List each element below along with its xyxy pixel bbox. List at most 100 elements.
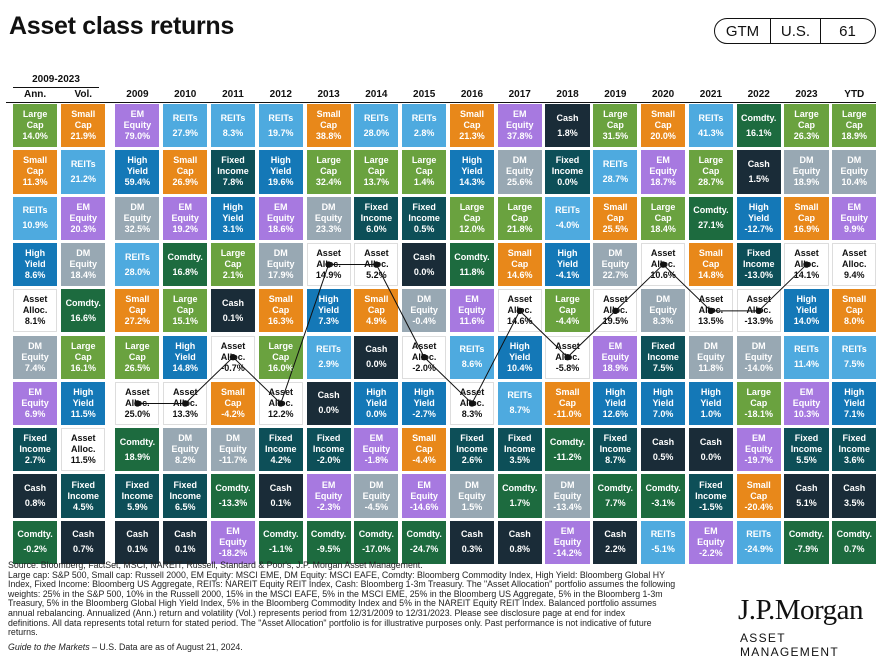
- cell-label: Small Cap: [316, 109, 341, 131]
- cell-small-cap: Small Cap 25.5%: [593, 196, 638, 240]
- cell-label: Cash: [269, 483, 292, 494]
- cell-value: 18.7%: [650, 177, 676, 188]
- cell-value: 0.5%: [652, 451, 674, 462]
- cell-value: 18.4%: [70, 270, 96, 281]
- cell-value: 17.9%: [268, 270, 294, 281]
- cell-large-cap: Large Cap 1.4%: [402, 150, 447, 194]
- column-header-2021: 2021: [699, 89, 723, 100]
- cell-label: DM Equity: [267, 248, 295, 270]
- cell-label: Large Cap: [70, 340, 96, 362]
- cell-large-cap: Large Cap 13.7%: [354, 150, 399, 194]
- cell-value: -4.4%: [555, 316, 580, 327]
- cell-reits: REITs -4.0%: [545, 196, 590, 240]
- cell-label: DM Equity: [69, 248, 97, 270]
- cell-dm-equity: DM Equity -4.5%: [354, 474, 399, 518]
- column-header-2009: 2009: [126, 89, 149, 100]
- cell-label: Large Cap: [842, 109, 867, 131]
- cell-asset-alloc: Asset Alloc. 10.6%: [641, 242, 686, 287]
- cell-label: Fixed Income: [408, 201, 440, 223]
- cell-label: Comdty.: [741, 112, 777, 123]
- cell-em-equity: EM Equity 9.9%: [832, 196, 877, 240]
- note-line: Index, Fixed Income: Bloomberg US Aggreg…: [8, 579, 676, 590]
- cell-value: 14.6%: [506, 270, 533, 281]
- cell-em-equity: EM Equity 19.2%: [163, 196, 208, 240]
- cell-label: Fixed Income: [790, 433, 823, 455]
- cell-label: Comdty.: [549, 436, 586, 447]
- cell-fixed-income: Fixed Income 7.8%: [210, 150, 256, 194]
- cell-value: 10.4%: [506, 362, 533, 373]
- cell-label: Comdty.: [263, 529, 299, 540]
- cell-label: Fixed Income: [265, 433, 297, 455]
- cell-high-yield: High Yield 7.1%: [832, 381, 877, 426]
- cell-value: 14.0%: [22, 131, 48, 142]
- cell-value: -24.7%: [409, 544, 439, 555]
- cell-value: 1.4%: [413, 177, 435, 188]
- cell-dm-equity: DM Equity 10.4%: [832, 150, 877, 194]
- cell-fixed-income: Fixed Income 5.5%: [784, 428, 829, 472]
- cell-reits: REITs 21.2%: [61, 150, 106, 194]
- cell-value: 13.5%: [698, 316, 724, 327]
- cell-fixed-income: Fixed Income 3.6%: [832, 428, 877, 472]
- column-header-2015: 2015: [413, 89, 436, 100]
- cell-value: 5.1%: [796, 498, 817, 509]
- cell-small-cap: Small Cap 21.9%: [61, 104, 106, 148]
- cell-label: Asset Alloc.: [459, 386, 485, 408]
- column-header-2010: 2010: [174, 89, 197, 100]
- cell-value: 13.7%: [363, 177, 390, 188]
- cell-label: Asset Alloc.: [364, 248, 389, 270]
- cell-label: Small Cap: [555, 386, 580, 408]
- cell-label: Comdty.: [597, 483, 633, 494]
- cell-label: High Yield: [222, 201, 244, 223]
- cell-value: -12.7%: [744, 223, 773, 234]
- cell-cash: Cash 0.8%: [13, 474, 58, 518]
- cell-label: Asset Alloc.: [411, 340, 437, 362]
- cell-cash: Cash 0.3%: [449, 520, 495, 564]
- cell-large-cap: Large Cap 26.5%: [115, 335, 160, 379]
- cell-value: -18.2%: [218, 547, 248, 558]
- page-title: Asset class returns: [9, 12, 234, 40]
- cell-label: REITs: [794, 344, 819, 355]
- cell-value: 20.0%: [650, 131, 676, 142]
- cell-label: Comdty.: [836, 529, 872, 540]
- cell-value: 59.4%: [124, 177, 151, 188]
- cell-high-yield: High Yield 14.0%: [784, 289, 829, 333]
- cell-high-yield: High Yield 11.5%: [61, 381, 106, 426]
- cell-value: 7.7%: [605, 498, 626, 509]
- cell-small-cap: Small Cap -20.4%: [736, 474, 781, 518]
- cell-comdty: Comdty. -9.5%: [306, 520, 351, 564]
- cell-value: 6.9%: [24, 408, 46, 419]
- cell-label: Comdty.: [502, 483, 538, 494]
- cell-label: DM Equity: [601, 248, 630, 270]
- cell-value: 0.0%: [557, 177, 578, 188]
- cell-label: Small Cap: [23, 155, 48, 177]
- cell-value: 12.0%: [459, 223, 485, 234]
- cell-value: 7.3%: [318, 316, 339, 327]
- cell-label: Small Cap: [794, 201, 819, 223]
- cell-comdty: Comdty. -13.3%: [210, 474, 256, 518]
- cell-label: Large Cap: [172, 294, 198, 316]
- cell-dm-equity: DM Equity -11.7%: [210, 428, 256, 472]
- cell-fixed-income: Fixed Income 2.6%: [449, 428, 495, 472]
- cell-label: Small Cap: [220, 386, 245, 408]
- cell-label: Fixed Income: [360, 201, 393, 223]
- cell-large-cap: Large Cap 18.9%: [832, 104, 877, 148]
- cell-value: 18.9%: [841, 131, 868, 142]
- cell-fixed-income: Fixed Income -2.0%: [306, 428, 351, 472]
- cell-small-cap: Small Cap 8.0%: [832, 289, 877, 333]
- cell-small-cap: Small Cap 14.8%: [688, 242, 733, 287]
- cell-small-cap: Small Cap 16.3%: [258, 289, 303, 333]
- note-line: annual rebalancing. Annualized (Ann.) re…: [8, 607, 626, 618]
- cell-em-equity: EM Equity -14.2%: [545, 520, 590, 564]
- cell-large-cap: Large Cap 18.4%: [641, 196, 686, 240]
- cell-value: 5.5%: [796, 455, 817, 466]
- cell-value: -2.2%: [699, 547, 723, 558]
- cell-value: 41.3%: [698, 127, 724, 138]
- cell-value: 15.1%: [172, 316, 198, 327]
- cell-high-yield: High Yield 7.3%: [306, 289, 351, 333]
- cell-label: High Yield: [72, 386, 94, 408]
- cell-label: Small Cap: [603, 201, 628, 223]
- cell-value: 0.5%: [413, 223, 435, 234]
- cell-fixed-income: Fixed Income -13.0%: [736, 242, 781, 287]
- cell-value: -13.3%: [218, 498, 248, 509]
- cell-label: REITs: [650, 529, 676, 540]
